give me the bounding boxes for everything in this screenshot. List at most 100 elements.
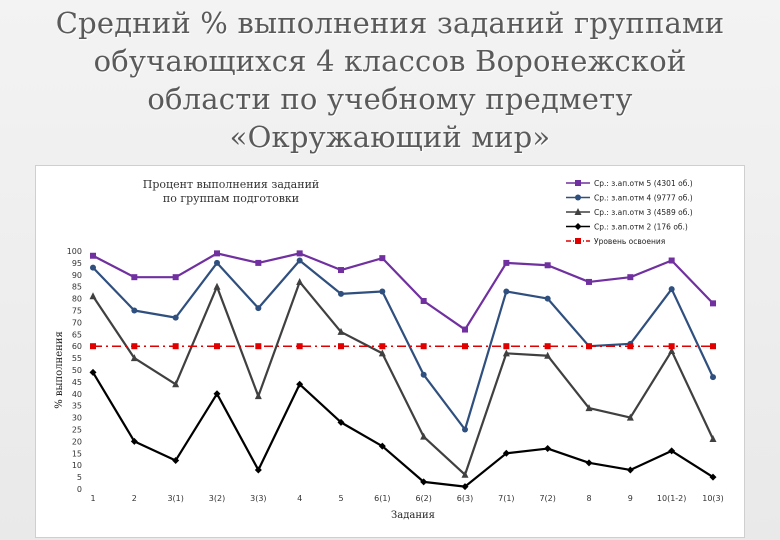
x-axis-title: Задания (391, 510, 435, 521)
legend-marker (574, 223, 582, 230)
data-point (89, 292, 97, 300)
data-point (420, 432, 428, 440)
y-tick-label: 45 (72, 378, 82, 387)
data-point (585, 459, 593, 467)
data-point (337, 327, 345, 335)
data-point (255, 343, 262, 350)
data-point (172, 274, 179, 281)
series-line-2 (92, 259, 714, 431)
data-point (462, 426, 468, 433)
data-point (627, 343, 634, 350)
data-point (214, 259, 220, 266)
data-point (379, 288, 386, 295)
data-point (668, 447, 676, 455)
legend-marker (575, 194, 581, 201)
data-point (710, 343, 716, 350)
series-line-4 (92, 371, 714, 488)
x-tick-label: 9 (628, 494, 633, 503)
y-tick-label: 80 (72, 295, 82, 304)
y-axis-title: % выполнения (54, 331, 65, 409)
legend-marker (574, 208, 582, 215)
data-point (668, 343, 675, 350)
data-point (420, 297, 427, 304)
x-tick-label: 5 (338, 494, 343, 503)
data-point (172, 456, 180, 464)
y-tick-label: 75 (72, 307, 82, 316)
data-point (338, 343, 344, 350)
data-point (503, 343, 510, 350)
data-point (296, 343, 303, 350)
data-point (585, 404, 593, 412)
data-point (544, 343, 551, 350)
chart-title-line: по группам подготовки (163, 192, 299, 205)
data-point (379, 343, 386, 350)
y-tick-label: 15 (72, 449, 82, 458)
data-point (131, 343, 138, 350)
y-tick-label: 5 (77, 473, 82, 482)
data-point (503, 259, 510, 266)
data-point (296, 250, 303, 257)
legend-marker (575, 180, 581, 186)
data-point (668, 257, 675, 264)
x-tick-label: 3(2) (209, 494, 225, 503)
data-point (710, 374, 716, 381)
data-point (90, 252, 96, 259)
y-tick-label: 30 (72, 414, 82, 423)
data-point (379, 255, 386, 262)
data-point (544, 351, 552, 359)
data-point (668, 346, 676, 354)
legend-label: Уровень освоения (594, 237, 665, 246)
data-point (502, 449, 510, 457)
data-point (461, 483, 469, 491)
y-tick-label: 55 (72, 354, 82, 363)
data-point (131, 307, 138, 314)
x-tick-label: 10(3) (702, 494, 724, 503)
legend-label: Ср.: з.ап.отм 2 (176 об.) (594, 223, 688, 232)
data-point (420, 343, 427, 350)
x-tick-label: 10(1-2) (657, 494, 687, 503)
y-tick-label: 60 (72, 342, 82, 351)
x-tick-label: 7(2) (539, 494, 555, 503)
data-point (462, 326, 468, 333)
data-point (255, 259, 262, 266)
x-tick-label: 6(2) (415, 494, 431, 503)
data-point (90, 264, 96, 271)
data-point (130, 354, 138, 362)
x-tick-label: 3(3) (250, 494, 266, 503)
data-point (502, 349, 510, 357)
data-point (338, 290, 344, 297)
x-tick-label: 2 (132, 494, 137, 503)
y-tick-label: 70 (72, 318, 82, 327)
slide-title: Средний % выполнения заданий группами об… (55, 6, 725, 154)
chart-panel: Процент выполнения заданий по группам под… (35, 165, 745, 538)
series-line-1 (92, 252, 714, 331)
x-tick-label: 7(1) (498, 494, 514, 503)
data-point (709, 435, 717, 443)
chart-title-line: Процент выполнения заданий (143, 178, 319, 191)
y-tick-label: 100 (67, 247, 82, 256)
data-point (461, 470, 469, 478)
x-tick-label: 4 (297, 494, 302, 503)
data-point (172, 380, 180, 388)
data-point (420, 371, 427, 378)
data-point (213, 390, 221, 398)
x-tick-label: 8 (586, 494, 591, 503)
data-point (296, 257, 303, 264)
y-tick-label: 40 (72, 390, 82, 399)
y-tick-label: 50 (72, 366, 82, 375)
data-point (172, 343, 179, 350)
data-point (131, 274, 138, 281)
x-tick-label: 3(1) (167, 494, 183, 503)
data-point (627, 274, 634, 281)
y-tick-label: 10 (72, 461, 82, 470)
y-tick-label: 90 (72, 271, 82, 280)
series-line-3 (92, 280, 714, 476)
data-point (296, 380, 304, 388)
y-tick-label: 25 (72, 426, 82, 435)
data-point (214, 343, 220, 350)
data-point (130, 437, 138, 445)
data-point (214, 250, 220, 257)
legend-label: Ср.: з.ап.отм 4 (9777 об.) (594, 194, 693, 203)
data-point (668, 286, 675, 293)
